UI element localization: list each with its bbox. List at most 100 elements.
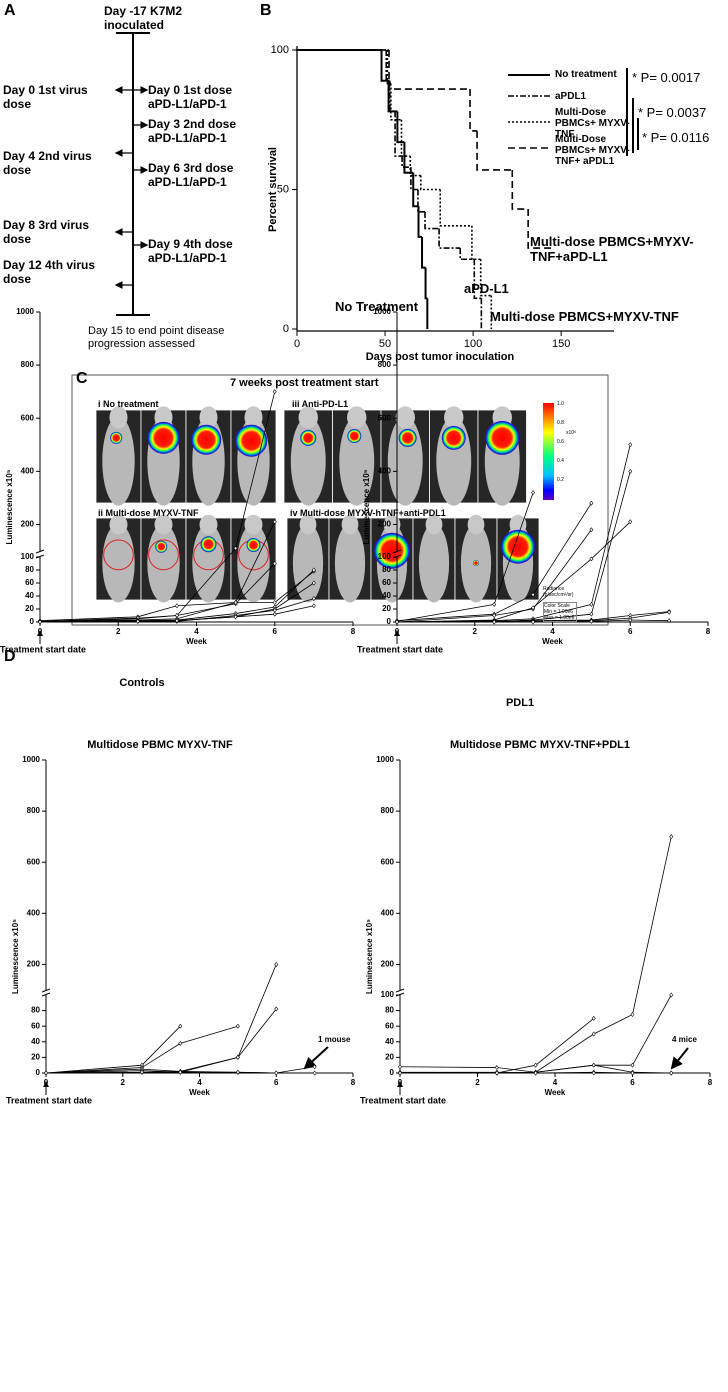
curve-label: Multi-dose PBMCS+MYXV-TNF — [490, 309, 679, 324]
mouse-head — [425, 514, 443, 535]
data-point — [311, 580, 316, 586]
data-point — [533, 1062, 538, 1068]
y-tick-label: 200 — [378, 520, 392, 529]
mouse-body — [147, 523, 180, 603]
survival-step — [410, 167, 418, 191]
mouse-head — [298, 406, 318, 429]
data-point — [178, 1023, 183, 1029]
mouse-head — [299, 514, 317, 535]
mouse-head — [509, 514, 527, 535]
x-axis-label: Week — [542, 637, 563, 646]
panel-label: C — [76, 370, 88, 387]
signal — [300, 429, 317, 446]
data-point — [589, 556, 594, 562]
survival-step — [471, 225, 481, 261]
mouse-body — [290, 416, 326, 506]
x-tick-label: 8 — [351, 627, 356, 636]
y-tick-label: 1000 — [373, 307, 391, 316]
survival-step — [388, 50, 471, 90]
y-tick-label: 1000 — [22, 755, 40, 764]
roi-circle — [148, 539, 179, 571]
survival-step — [469, 89, 478, 132]
data-point — [591, 1031, 596, 1037]
x-tick-label: 0 — [294, 338, 300, 350]
mouse-body — [418, 523, 450, 603]
legend-label: aPDL1 — [555, 91, 587, 102]
data-point — [274, 1006, 279, 1012]
y-tick-label: 800 — [27, 806, 41, 815]
colorbar-tick: 0.4 — [557, 458, 564, 464]
group-label: iv Multi-dose MYXV-hTNF+anti-PDL1 — [290, 508, 446, 518]
y-tick-label: 80 — [385, 1006, 394, 1015]
data-point — [235, 1054, 240, 1060]
data-point — [630, 1012, 635, 1017]
signal — [374, 532, 410, 569]
data-point — [312, 1070, 317, 1076]
data-point — [272, 561, 277, 566]
data-point — [235, 1069, 240, 1075]
group-label: i No treatment — [98, 399, 159, 409]
y-tick-label: 20 — [31, 1053, 40, 1062]
colorbar-tick: 0.6 — [557, 439, 564, 445]
survival-step — [386, 50, 391, 85]
x-tick-label: 2 — [116, 627, 121, 636]
survival-step — [417, 206, 423, 238]
y-axis-label: Luminescence x10⁵ — [365, 919, 374, 994]
data-point — [667, 609, 672, 615]
x-tick-label: 6 — [274, 1078, 279, 1087]
survival-step — [421, 236, 426, 269]
x-tick-label: 2 — [473, 627, 478, 636]
legend-label: Multi-Dose PBMCs+ MYXV-TNF+ aPDL1 — [555, 134, 630, 167]
signal — [246, 538, 261, 553]
signal — [485, 420, 520, 455]
survival-step — [459, 248, 475, 261]
data-point — [669, 834, 674, 840]
signal — [200, 536, 217, 553]
mouse-line — [396, 502, 592, 622]
y-tick-label: 100 — [21, 552, 35, 561]
y-tick-label: 20 — [385, 1053, 394, 1062]
data-point — [531, 592, 536, 598]
colorbar-tick: 0.2 — [557, 477, 564, 483]
survival-step — [479, 259, 492, 297]
timeline-left-label: Day 0 1st virus dose — [3, 83, 88, 111]
survival-step — [394, 111, 403, 157]
data-point — [398, 1064, 402, 1070]
signal — [110, 431, 123, 444]
x-tick-label: 8 — [708, 1078, 713, 1087]
data-point — [272, 600, 277, 605]
group-label: iii Anti-PD-L1 — [292, 399, 349, 409]
data-point — [178, 1040, 183, 1046]
x-tick-label: 4 — [553, 1078, 558, 1087]
mouse-body — [292, 523, 324, 603]
panel-label: B — [260, 2, 272, 19]
data-point — [494, 1065, 499, 1071]
y-axis-label: Luminescence x10⁵ — [362, 469, 371, 544]
y-tick-label: 600 — [378, 413, 392, 422]
survival-step — [390, 83, 402, 121]
y-axis-label: Luminescence x10⁵ — [5, 469, 14, 544]
mouse-head — [395, 406, 415, 429]
y-tick-label: 0 — [36, 1068, 41, 1077]
x-tick-label: 4 — [550, 627, 555, 636]
mouse-head — [383, 514, 401, 535]
y-axis-label: Luminescence x10⁵ — [11, 919, 20, 994]
y-tick-label: 40 — [382, 591, 391, 600]
y-tick-label: 40 — [25, 591, 34, 600]
y-tick-label: 100 — [381, 990, 395, 999]
mouse-head — [199, 514, 218, 535]
signal — [441, 425, 466, 450]
mouse-head — [109, 406, 128, 429]
y-tick-label: 0 — [390, 1068, 395, 1077]
y-tick-label: 600 — [27, 857, 41, 866]
data-point — [44, 1070, 48, 1076]
data-point — [492, 613, 497, 618]
y-tick-label: 40 — [31, 1037, 40, 1046]
y-tick-label: 800 — [381, 806, 395, 815]
y-tick-label: 400 — [21, 466, 35, 475]
data-point — [235, 1023, 240, 1029]
y-tick-label: 60 — [385, 1021, 394, 1030]
y-tick-label: 1000 — [376, 755, 394, 764]
group-label: ii Multi-dose MYXV-TNF — [98, 508, 199, 518]
